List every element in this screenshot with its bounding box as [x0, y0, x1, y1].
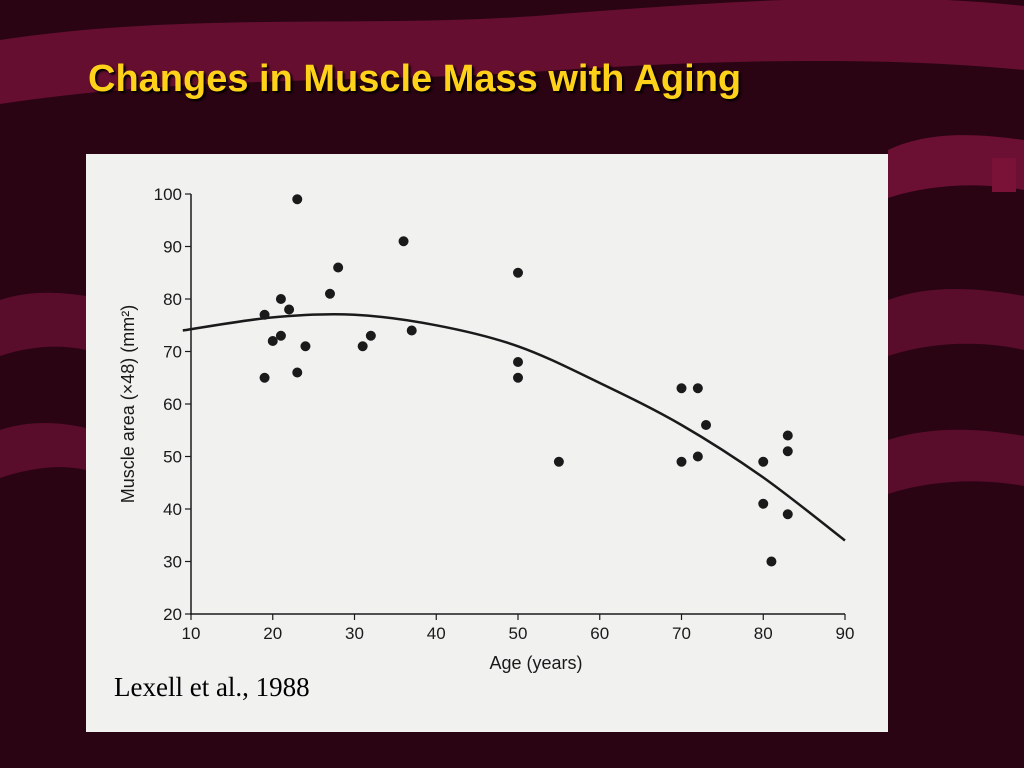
data-point: [782, 509, 793, 520]
data-points: [259, 194, 793, 567]
data-point: [701, 420, 712, 430]
data-point: [406, 325, 417, 336]
data-point: [259, 372, 270, 383]
data-point: [292, 367, 303, 378]
data-point: [676, 456, 687, 467]
data-point: [513, 267, 523, 278]
y-axis-title: Muscle area (×48) (mm²): [118, 305, 138, 504]
data-point: [333, 262, 344, 273]
y-tick-label: 30: [163, 553, 182, 572]
y-tick-label: 60: [163, 395, 182, 414]
data-point: [357, 341, 368, 352]
data-point: [692, 383, 703, 394]
data-point: [267, 336, 278, 346]
data-point: [766, 556, 777, 567]
data-point: [300, 341, 311, 352]
y-tick-label: 20: [163, 605, 182, 624]
x-tick-label: 30: [345, 624, 364, 643]
data-point: [782, 430, 793, 441]
data-point: [758, 456, 769, 467]
data-point: [553, 456, 564, 467]
data-point: [398, 236, 409, 247]
data-point: [513, 357, 523, 367]
trend-curve: [182, 313, 846, 542]
axes: [185, 193, 846, 620]
data-point: [324, 288, 335, 299]
data-point: [275, 294, 286, 304]
x-tick-label: 50: [509, 624, 528, 643]
data-point: [275, 330, 286, 341]
data-point: [692, 451, 703, 462]
y-tick-label: 70: [163, 343, 182, 362]
x-tick-label: 20: [263, 624, 282, 643]
data-point: [782, 446, 793, 457]
data-point: [676, 383, 687, 394]
y-tick-label: 100: [154, 185, 182, 204]
data-point: [365, 330, 376, 341]
data-point: [259, 309, 270, 320]
data-point: [513, 372, 523, 383]
data-point: [284, 304, 295, 315]
y-tick-label: 50: [163, 448, 182, 467]
x-tick-label: 40: [427, 624, 446, 643]
x-axis-title: Age (years): [489, 653, 582, 673]
citation: Lexell et al., 1988: [114, 672, 310, 702]
x-tick-label: 90: [836, 624, 855, 643]
y-tick-label: 90: [163, 238, 182, 257]
x-tick-label: 60: [590, 624, 609, 643]
data-point: [758, 498, 769, 509]
y-tick-label: 40: [163, 500, 182, 519]
y-tick-label: 80: [163, 290, 182, 309]
x-tick-label: 80: [754, 624, 773, 643]
x-tick-label: 10: [182, 624, 201, 643]
figure-panel: 10 20 30 40 50 60 70 80 90 20 30 40 50 60 70 80 90 100 Ag…: [86, 154, 888, 732]
slide-title: Changes in Muscle Mass with Aging: [88, 58, 742, 100]
data-point: [292, 194, 303, 205]
x-tick-label: 70: [672, 624, 691, 643]
